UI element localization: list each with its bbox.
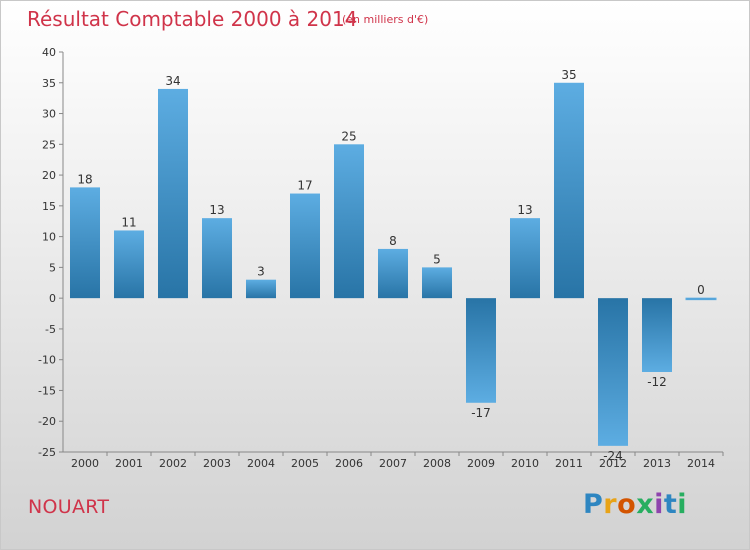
logo-letter: P [583,489,604,520]
x-tick-label: 2001 [115,457,143,470]
bar-2002 [158,88,188,299]
x-tick-label: 2011 [555,457,583,470]
data-label-2002: 34 [165,74,180,88]
y-tick-label: -20 [38,415,56,428]
bar-2004 [246,279,276,299]
x-tick-label: 2008 [423,457,451,470]
y-tick-label: 10 [42,231,56,244]
y-tick-label: 15 [42,200,56,213]
bar-2008 [422,267,452,299]
bar-2003 [202,218,232,299]
x-tick-label: 2000 [71,457,99,470]
logo-letter: i [654,489,664,520]
y-tick-label: 35 [42,77,56,90]
y-tick-label: 5 [49,261,56,274]
logo-letter: i [677,489,688,520]
logo-letter: r [603,489,618,520]
data-label-2014: 0 [697,283,705,297]
data-label-2012: -24 [603,449,623,463]
bar-2009 [466,298,496,403]
bar-2007 [378,248,408,299]
logo-letter: o [617,489,637,520]
x-tick-label: 2013 [643,457,671,470]
commune-name: NOUART [28,496,110,518]
data-label-2008: 5 [433,252,441,266]
proxiti-logo[interactable]: Proxiti [583,489,687,520]
x-tick-label: 2002 [159,457,187,470]
bar-2011 [554,82,584,299]
bar-2005 [290,193,320,299]
y-tick-label: -15 [38,384,56,397]
data-label-2000: 18 [77,172,92,186]
chart-subtitle: (en milliers d'€) [342,13,429,26]
logo-letter: t [663,489,678,520]
x-tick-label: 2009 [467,457,495,470]
data-label-2003: 13 [209,203,224,217]
y-tick-label: 25 [42,138,56,151]
data-label-2011: 35 [561,68,576,82]
x-tick-label: 2012 [599,457,627,470]
x-tick-label: 2014 [687,457,715,470]
logo-letter: x [636,489,655,520]
bar-2010 [510,218,540,299]
bar-2000 [70,187,100,299]
data-label-2007: 8 [389,234,397,248]
chart-title: Résultat Comptable 2000 à 2014 [27,7,358,31]
data-label-2006: 25 [341,129,356,143]
x-tick-label: 2010 [511,457,539,470]
y-tick-label: 40 [42,46,56,59]
bar-2001 [114,230,144,299]
x-tick-label: 2003 [203,457,231,470]
data-label-2005: 17 [297,179,312,193]
data-labels-group: 18 11 34 13 3 17 25 8 5 -17 13 35 -24 -12 0 [77,68,704,463]
x-tick-label: 2005 [291,457,319,470]
data-label-2010: 13 [517,203,532,217]
data-label-2009: -17 [471,406,491,420]
x-tick-label: 2007 [379,457,407,470]
x-tick-label: 2004 [247,457,275,470]
bar-2013 [642,298,672,372]
y-tick-label: 0 [49,292,56,305]
bar-2006 [334,144,364,299]
data-label-2004: 3 [257,265,265,279]
y-tick-label: -25 [38,446,56,459]
y-tick-label: 20 [42,169,56,182]
y-tick-label: -5 [45,323,56,336]
y-tick-label: 30 [42,108,56,121]
data-label-2001: 11 [121,215,136,229]
data-label-2013: -12 [647,375,667,389]
bars-group [70,82,717,446]
y-tick-label: -10 [38,354,56,367]
x-tick-label: 2006 [335,457,363,470]
bar-2014 [685,297,717,301]
bar-2012 [598,298,628,446]
